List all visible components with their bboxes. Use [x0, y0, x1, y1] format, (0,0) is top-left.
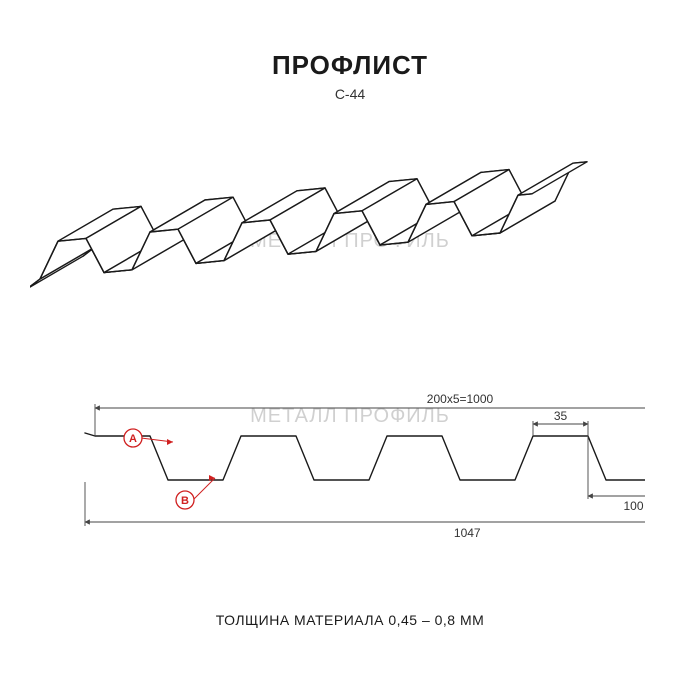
svg-text:1047: 1047 — [454, 526, 481, 540]
svg-text:35: 35 — [554, 409, 568, 423]
drawing-section: 200x5=100035100441047AB — [55, 370, 645, 550]
page: ПРОФЛИСТ С-44 МЕТАЛЛ ПРОФИЛЬ МЕТАЛЛ ПРОФ… — [0, 0, 700, 700]
svg-text:200x5=1000: 200x5=1000 — [427, 392, 494, 406]
svg-text:100: 100 — [623, 499, 643, 513]
page-subtitle: С-44 — [0, 86, 700, 102]
svg-text:B: B — [181, 495, 189, 507]
drawing-3d — [30, 140, 670, 310]
footer-text: ТОЛЩИНА МАТЕРИАЛА 0,45 – 0,8 ММ — [0, 612, 700, 628]
svg-text:A: A — [129, 433, 137, 445]
page-title: ПРОФЛИСТ — [0, 50, 700, 81]
